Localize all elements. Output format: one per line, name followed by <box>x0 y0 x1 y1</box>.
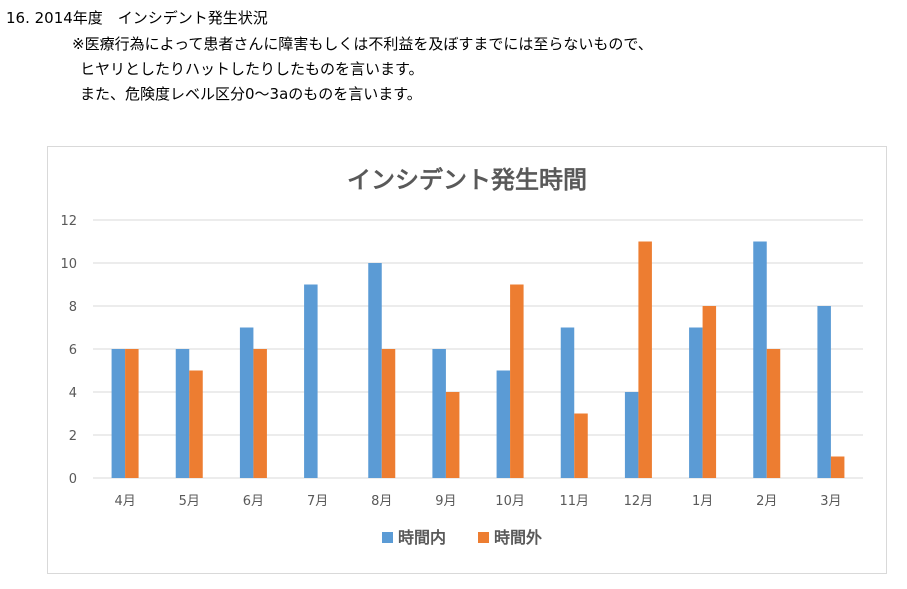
gridlines <box>93 219 863 479</box>
bar-after-hours <box>702 306 717 478</box>
note-line-2: ヒヤリとしたりハットしたりしたものを言います。 <box>80 60 424 78</box>
bar-after-hours <box>189 370 203 478</box>
x-tick-label: 1月 <box>692 494 713 509</box>
bar-within-hours <box>304 284 318 478</box>
x-tick-label: 3月 <box>820 494 841 509</box>
legend-swatch <box>382 532 393 543</box>
x-tick-label: 8月 <box>371 494 392 509</box>
bar-within-hours <box>753 241 767 478</box>
bar-within-hours <box>817 306 831 478</box>
bar-after-hours <box>445 392 460 478</box>
bar-within-hours <box>239 327 254 478</box>
y-tick-label: 2 <box>69 429 77 444</box>
legend-swatch <box>478 532 489 543</box>
x-tick-label: 9月 <box>435 494 456 509</box>
legend-label: 時間内 <box>398 528 446 547</box>
bar-within-hours <box>560 327 575 478</box>
bar-after-hours <box>510 284 524 478</box>
x-tick-label: 2月 <box>756 494 777 509</box>
x-axis-ticks: 4月 5月 6月 7月 8月 9月 10月 11月 12月 1月 2月 3月 <box>114 494 841 509</box>
bar-within-hours <box>432 349 446 478</box>
y-tick-label: 10 <box>60 257 77 272</box>
x-tick-label: 4月 <box>114 494 135 509</box>
bars <box>111 241 845 478</box>
chart-container: インシデント発生時間 0 2 4 6 8 10 12 4月 5月 6月 7月 8月 9月 10月 11月 1… <box>47 146 887 574</box>
y-tick-label: 4 <box>69 386 77 401</box>
y-tick-label: 0 <box>69 472 77 487</box>
bar-after-hours <box>830 456 845 478</box>
bar-within-hours <box>175 349 190 478</box>
bar-after-hours <box>253 349 267 478</box>
bar-within-hours <box>111 349 126 478</box>
bar-within-hours <box>624 392 639 478</box>
chart-title: インシデント発生時間 <box>347 166 587 194</box>
x-tick-label: 6月 <box>243 494 264 509</box>
note-line-1: ※医療行為によって患者さんに障害もしくは不利益を及ぼすまでには至らないもので、 <box>72 35 653 53</box>
x-tick-label: 12月 <box>624 494 654 509</box>
x-tick-label: 7月 <box>307 494 328 509</box>
bar-after-hours <box>125 349 139 478</box>
bar-after-hours <box>766 349 781 478</box>
bar-after-hours <box>381 349 396 478</box>
x-tick-label: 11月 <box>559 494 589 509</box>
bar-after-hours <box>574 413 588 478</box>
bar-within-hours <box>496 370 511 478</box>
page-heading: 16. 2014年度 インシデント発生状況 <box>6 9 268 27</box>
y-axis-ticks: 0 2 4 6 8 10 12 <box>60 214 77 487</box>
x-tick-label: 10月 <box>495 494 525 509</box>
bar-chart: インシデント発生時間 0 2 4 6 8 10 12 4月 5月 6月 7月 8月 9月 10月 11月 1… <box>60 166 863 547</box>
note-line-3: また、危険度レベル区分0〜3aのものを言います。 <box>80 85 422 103</box>
y-tick-label: 8 <box>69 300 77 315</box>
bar-within-hours <box>689 327 703 478</box>
y-tick-label: 6 <box>69 343 77 358</box>
x-tick-label: 5月 <box>179 494 200 509</box>
y-tick-label: 12 <box>60 214 77 229</box>
bar-after-hours <box>638 241 652 478</box>
bar-within-hours <box>368 263 382 478</box>
legend: 時間内 時間外 <box>382 528 542 547</box>
legend-label: 時間外 <box>494 528 542 547</box>
